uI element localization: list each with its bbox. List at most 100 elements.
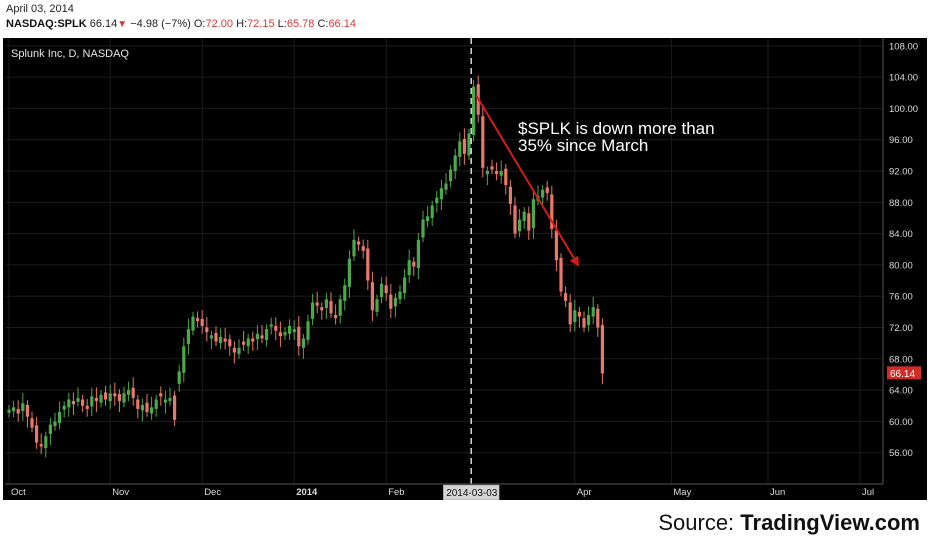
candle-body <box>375 299 379 312</box>
x-tick-label: May <box>673 487 691 498</box>
candle-body <box>48 424 52 434</box>
candle-body <box>559 257 563 292</box>
candle-body <box>246 338 250 347</box>
candle-body <box>508 186 512 204</box>
grid <box>5 38 883 484</box>
candle-body <box>159 393 163 397</box>
y-tick-label: 56.00 <box>889 448 913 459</box>
y-tick-label: 76.00 <box>889 292 913 303</box>
candle-body <box>343 285 347 301</box>
candle-body <box>140 404 144 411</box>
candle-body <box>577 311 581 317</box>
y-tick-label: 80.00 <box>889 260 913 271</box>
candle-body <box>131 387 135 398</box>
candle-body <box>416 239 420 269</box>
candle-body <box>205 327 209 333</box>
candle-body <box>53 421 57 427</box>
y-tick-label: 88.00 <box>889 198 913 209</box>
candle-body <box>108 393 112 402</box>
candle-body <box>338 299 342 316</box>
candle-body <box>242 341 246 345</box>
y-tick-label: 60.00 <box>889 417 913 428</box>
candle-body <box>71 401 75 405</box>
candle-body <box>439 188 443 200</box>
candle-body <box>30 418 34 428</box>
candle-body <box>214 332 218 342</box>
y-tick-label: 68.00 <box>889 354 913 365</box>
time-axis[interactable]: Oct Nov Dec 2014 Feb Apr May Jun Jul <box>5 483 883 498</box>
annotation-line-2: 35% since March <box>518 136 648 155</box>
candle-body <box>232 347 236 353</box>
price-axis[interactable]: 108.00 104.00 100.00 96.00 92.00 88.00 84.00 80… <box>882 38 918 484</box>
candle-body <box>472 86 476 136</box>
candle-body <box>421 219 425 238</box>
source-credit: Source: TradingView.com <box>658 510 920 536</box>
candle-body <box>85 405 89 409</box>
candle-body <box>136 399 140 409</box>
candle-body <box>173 395 177 420</box>
candle-body <box>113 393 117 397</box>
candle-body <box>370 282 374 311</box>
candle-body <box>39 444 43 447</box>
x-tick-label: Apr <box>577 487 592 498</box>
candle-body <box>191 316 195 331</box>
price-chart[interactable]: Splunk Inc, D, NASDAQ $SPLK is down more… <box>3 38 927 501</box>
y-tick-label: 100.00 <box>889 104 918 115</box>
open-value: 72.00 <box>205 18 233 30</box>
candle-body <box>67 399 71 408</box>
candle-body <box>467 133 471 156</box>
candle-body <box>490 166 494 170</box>
chart-canvas[interactable]: Splunk Inc, D, NASDAQ $SPLK is down more… <box>3 38 927 501</box>
candle-body <box>403 277 407 294</box>
candle-body <box>366 248 370 281</box>
candle-body <box>127 390 131 395</box>
source-name: TradingView.com <box>740 510 920 535</box>
candle-body <box>444 183 448 190</box>
candle-body <box>495 171 499 175</box>
candle-body <box>209 335 213 339</box>
candle-body <box>297 326 301 347</box>
down-arrow-icon: ▼ <box>117 19 128 30</box>
close-label: C: <box>317 18 329 30</box>
x-tick-label: 2014 <box>296 487 318 498</box>
low-label: L: <box>277 18 287 30</box>
ticker-header: April 03, 2014 NASDAQ:SPLK 66.14▼ −4.98 … <box>6 2 356 32</box>
price-badge-background <box>887 366 921 380</box>
candle-body <box>7 409 11 413</box>
x-tick-label: Oct <box>11 487 26 498</box>
candle-body <box>426 216 430 222</box>
candle-body <box>81 399 85 406</box>
candle-body <box>485 171 489 175</box>
y-tick-label: 92.00 <box>889 167 913 178</box>
high-value: 72.15 <box>247 18 275 30</box>
y-tick-label: 64.00 <box>889 386 913 397</box>
candle-body <box>481 116 485 168</box>
candle-body <box>531 199 535 229</box>
candle-body <box>541 189 545 198</box>
x-tick-label: Dec <box>204 487 221 498</box>
candle-body <box>306 321 310 341</box>
last-price: 66.14 <box>89 18 118 30</box>
candle-body <box>265 329 269 341</box>
chart-background <box>3 38 927 500</box>
candle-body <box>430 205 434 218</box>
candle-body <box>150 407 154 414</box>
ticker-date: April 03, 2014 <box>6 3 74 15</box>
source-prefix: Source: <box>658 510 741 535</box>
candle-body <box>329 300 333 314</box>
date-badge-text: 2014-03-03 <box>446 488 498 499</box>
candle-body <box>600 325 604 374</box>
y-tick-label: 84.00 <box>889 229 913 240</box>
candle-body <box>117 394 121 402</box>
candle-body <box>186 329 190 344</box>
x-tick-label: Feb <box>388 487 404 498</box>
close-value: 66.14 <box>328 18 356 30</box>
candle-body <box>380 283 384 297</box>
candle-body <box>196 318 200 322</box>
ticker-symbol[interactable]: NASDAQ:SPLK <box>6 18 87 30</box>
candle-body <box>104 392 108 400</box>
candle-body <box>573 310 577 323</box>
candle-body <box>357 241 361 245</box>
candle-body <box>596 308 600 328</box>
y-tick-label: 72.00 <box>889 323 913 334</box>
